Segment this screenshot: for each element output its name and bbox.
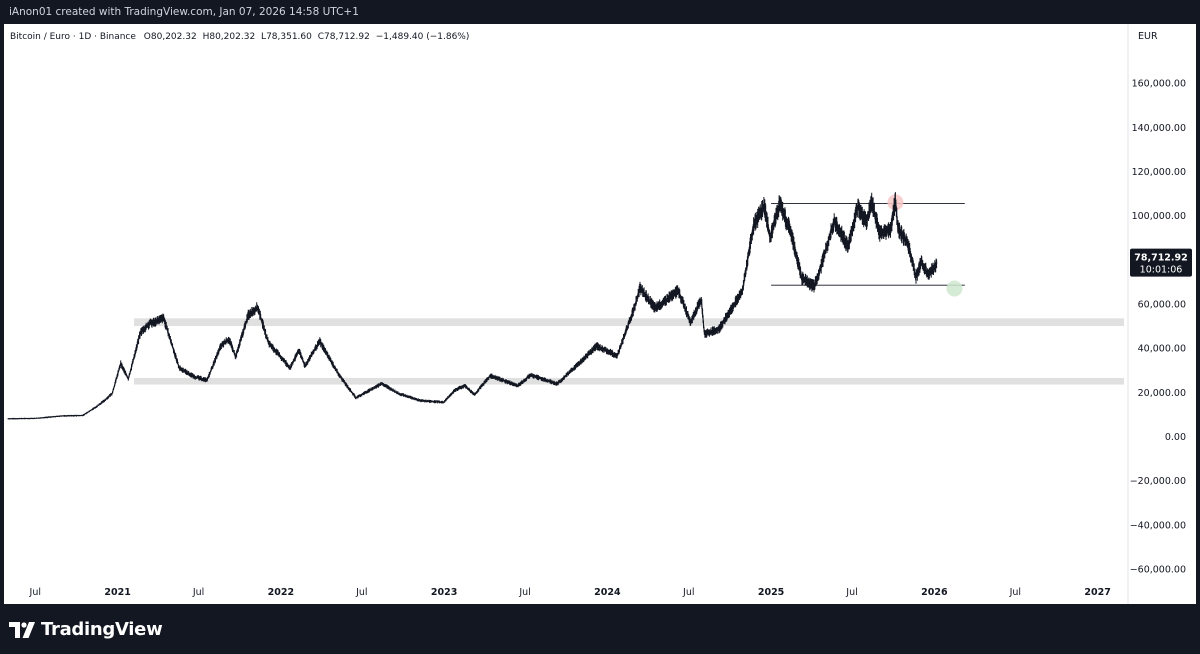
range-lines-layer bbox=[771, 203, 965, 286]
symbol-legend: Bitcoin / Euro · 1D · Binance O80,202.32… bbox=[10, 32, 469, 42]
price-line bbox=[7, 200, 938, 420]
brand-name: TradingView bbox=[41, 619, 163, 640]
close-value: 78,712.92 bbox=[324, 32, 370, 42]
open-label: O bbox=[144, 32, 151, 42]
x-tick-label: 2024 bbox=[594, 587, 621, 598]
low-label: L bbox=[261, 32, 266, 42]
markers-layer bbox=[887, 194, 963, 297]
y-tick-label: −60,000.00 bbox=[1130, 564, 1186, 575]
y-tick-label: 20,000.00 bbox=[1138, 388, 1186, 399]
x-tick-label: Jul bbox=[192, 587, 204, 598]
high-label: H bbox=[203, 32, 210, 42]
tradingview-logo-icon bbox=[9, 621, 35, 638]
high-value: 80,202.32 bbox=[209, 32, 255, 42]
last-price-value: 78,712.92 bbox=[1134, 253, 1188, 264]
y-tick-label: 100,000.00 bbox=[1132, 211, 1186, 222]
attribution-text: iAnon01 created with TradingView.com, Ja… bbox=[9, 6, 359, 18]
price-candles bbox=[7, 192, 938, 420]
price-chart[interactable]: Bitcoin / Euro · 1D · Binance O80,202.32… bbox=[4, 24, 1196, 604]
y-tick-label: 160,000.00 bbox=[1132, 79, 1186, 90]
close-label: C bbox=[318, 32, 324, 42]
x-tick-label: 2026 bbox=[921, 587, 948, 598]
y-tick-label: 0.00 bbox=[1165, 432, 1186, 443]
tradingview-logo[interactable]: TradingView bbox=[9, 619, 163, 640]
y-tick-label: 40,000.00 bbox=[1138, 344, 1186, 355]
x-tick-label: 2021 bbox=[104, 587, 130, 598]
symbol-name: Bitcoin / Euro · 1D · Binance bbox=[10, 32, 136, 42]
y-axis[interactable]: 160,000.00 140,000.00 120,000.00 100,000.00… bbox=[1130, 79, 1186, 576]
y-tick-label: −20,000.00 bbox=[1130, 476, 1186, 487]
x-tick-label: Jul bbox=[355, 587, 367, 598]
change-value: −1,489.40 (−1.86%) bbox=[376, 32, 470, 42]
footer-bar bbox=[0, 604, 1200, 654]
last-price-tag-bg bbox=[1130, 248, 1192, 277]
last-price-tag: 78,712.92 10:01:06 bbox=[1130, 248, 1192, 277]
x-tick-label: Jul bbox=[29, 587, 41, 598]
price-series-layer bbox=[7, 192, 938, 420]
y-tick-label: −40,000.00 bbox=[1130, 520, 1186, 531]
zones-layer bbox=[134, 318, 1124, 385]
y-tick-label: 60,000.00 bbox=[1138, 299, 1186, 310]
low-value: 78,351.60 bbox=[266, 32, 312, 42]
header-bar: iAnon01 created with TradingView.com, Ja… bbox=[0, 0, 1200, 24]
x-tick-label: 2022 bbox=[268, 587, 294, 598]
currency-label[interactable]: EUR bbox=[1138, 31, 1158, 42]
x-tick-label: 2023 bbox=[431, 587, 457, 598]
support-zone-1 bbox=[134, 377, 1124, 385]
bottom-marker bbox=[946, 280, 963, 297]
open-value: 80,202.32 bbox=[151, 32, 197, 42]
bar-countdown: 10:01:06 bbox=[1140, 265, 1183, 276]
y-tick-label: 120,000.00 bbox=[1132, 167, 1186, 178]
y-tick-label: 140,000.00 bbox=[1132, 123, 1186, 134]
chart-panel[interactable]: Bitcoin / Euro · 1D · Binance O80,202.32… bbox=[4, 24, 1196, 604]
x-tick-label: Jul bbox=[682, 587, 694, 598]
x-tick-label: Jul bbox=[845, 587, 857, 598]
x-tick-label: 2025 bbox=[758, 587, 784, 598]
x-axis[interactable]: Jul 2021 Jul 2022 Jul 2023 Jul 2024 Jul 2025 Jul 20… bbox=[29, 587, 1111, 598]
x-tick-label: 2027 bbox=[1084, 587, 1110, 598]
x-tick-label: Jul bbox=[518, 587, 530, 598]
x-tick-label: Jul bbox=[1009, 587, 1021, 598]
